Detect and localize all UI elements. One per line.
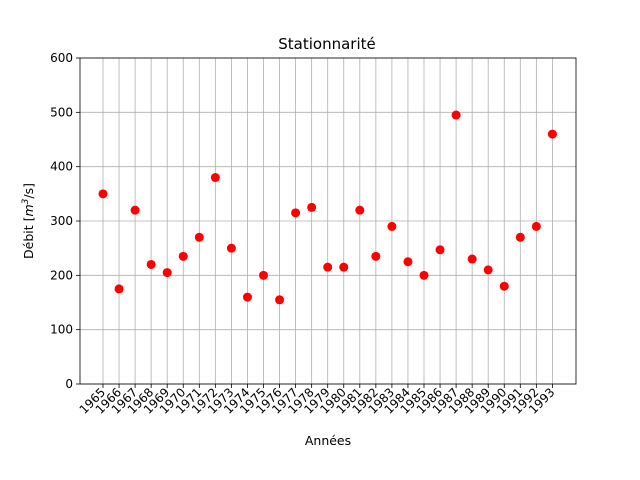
data-point	[307, 202, 317, 212]
data-point	[210, 173, 220, 183]
data-point	[547, 129, 557, 139]
x-axis-ticks: 1965196619671968196919701971197219731974…	[77, 384, 558, 417]
data-point	[451, 110, 461, 120]
y-axis-label-unit-tail: /s]	[21, 183, 36, 199]
data-point	[323, 262, 333, 272]
data-point	[403, 257, 413, 267]
y-tick-label: 0	[65, 377, 73, 391]
y-axis-label-main: Débit [	[21, 217, 36, 259]
x-axis-label: Années	[305, 433, 351, 448]
data-point	[162, 268, 172, 278]
data-point	[467, 254, 477, 264]
data-point	[259, 270, 268, 280]
y-axis-label-unit-base: m	[21, 204, 36, 216]
data-point	[178, 251, 188, 261]
data-point	[419, 270, 429, 280]
data-points	[98, 110, 557, 305]
y-tick-label: 300	[50, 214, 73, 228]
data-point	[355, 205, 365, 215]
data-point	[242, 292, 252, 302]
data-point	[98, 189, 108, 199]
y-tick-label: 100	[50, 323, 73, 337]
y-axis-label-unit-exponent: 3	[21, 198, 31, 204]
y-axis-ticks: 0 100 200 300 400 500 600	[50, 51, 80, 391]
data-point	[435, 245, 445, 255]
data-point	[339, 262, 349, 272]
y-tick-label: 500	[50, 105, 73, 119]
data-point	[387, 221, 397, 231]
data-point	[531, 221, 541, 231]
data-point	[371, 251, 381, 261]
data-point	[499, 281, 509, 291]
data-point	[194, 232, 204, 242]
grid	[80, 57, 576, 385]
data-point	[114, 284, 124, 294]
data-point	[226, 243, 236, 253]
data-point	[275, 295, 285, 305]
y-tick-label: 400	[50, 160, 73, 174]
y-axis-label: Débit [m3/s]	[21, 183, 36, 259]
chart-title: Stationnarité	[278, 35, 375, 53]
data-point	[146, 259, 156, 269]
data-point	[130, 205, 140, 215]
data-point	[291, 208, 301, 218]
y-tick-label: 600	[50, 51, 73, 65]
data-point	[483, 265, 493, 275]
data-point	[515, 232, 525, 242]
y-tick-label: 200	[50, 268, 73, 282]
